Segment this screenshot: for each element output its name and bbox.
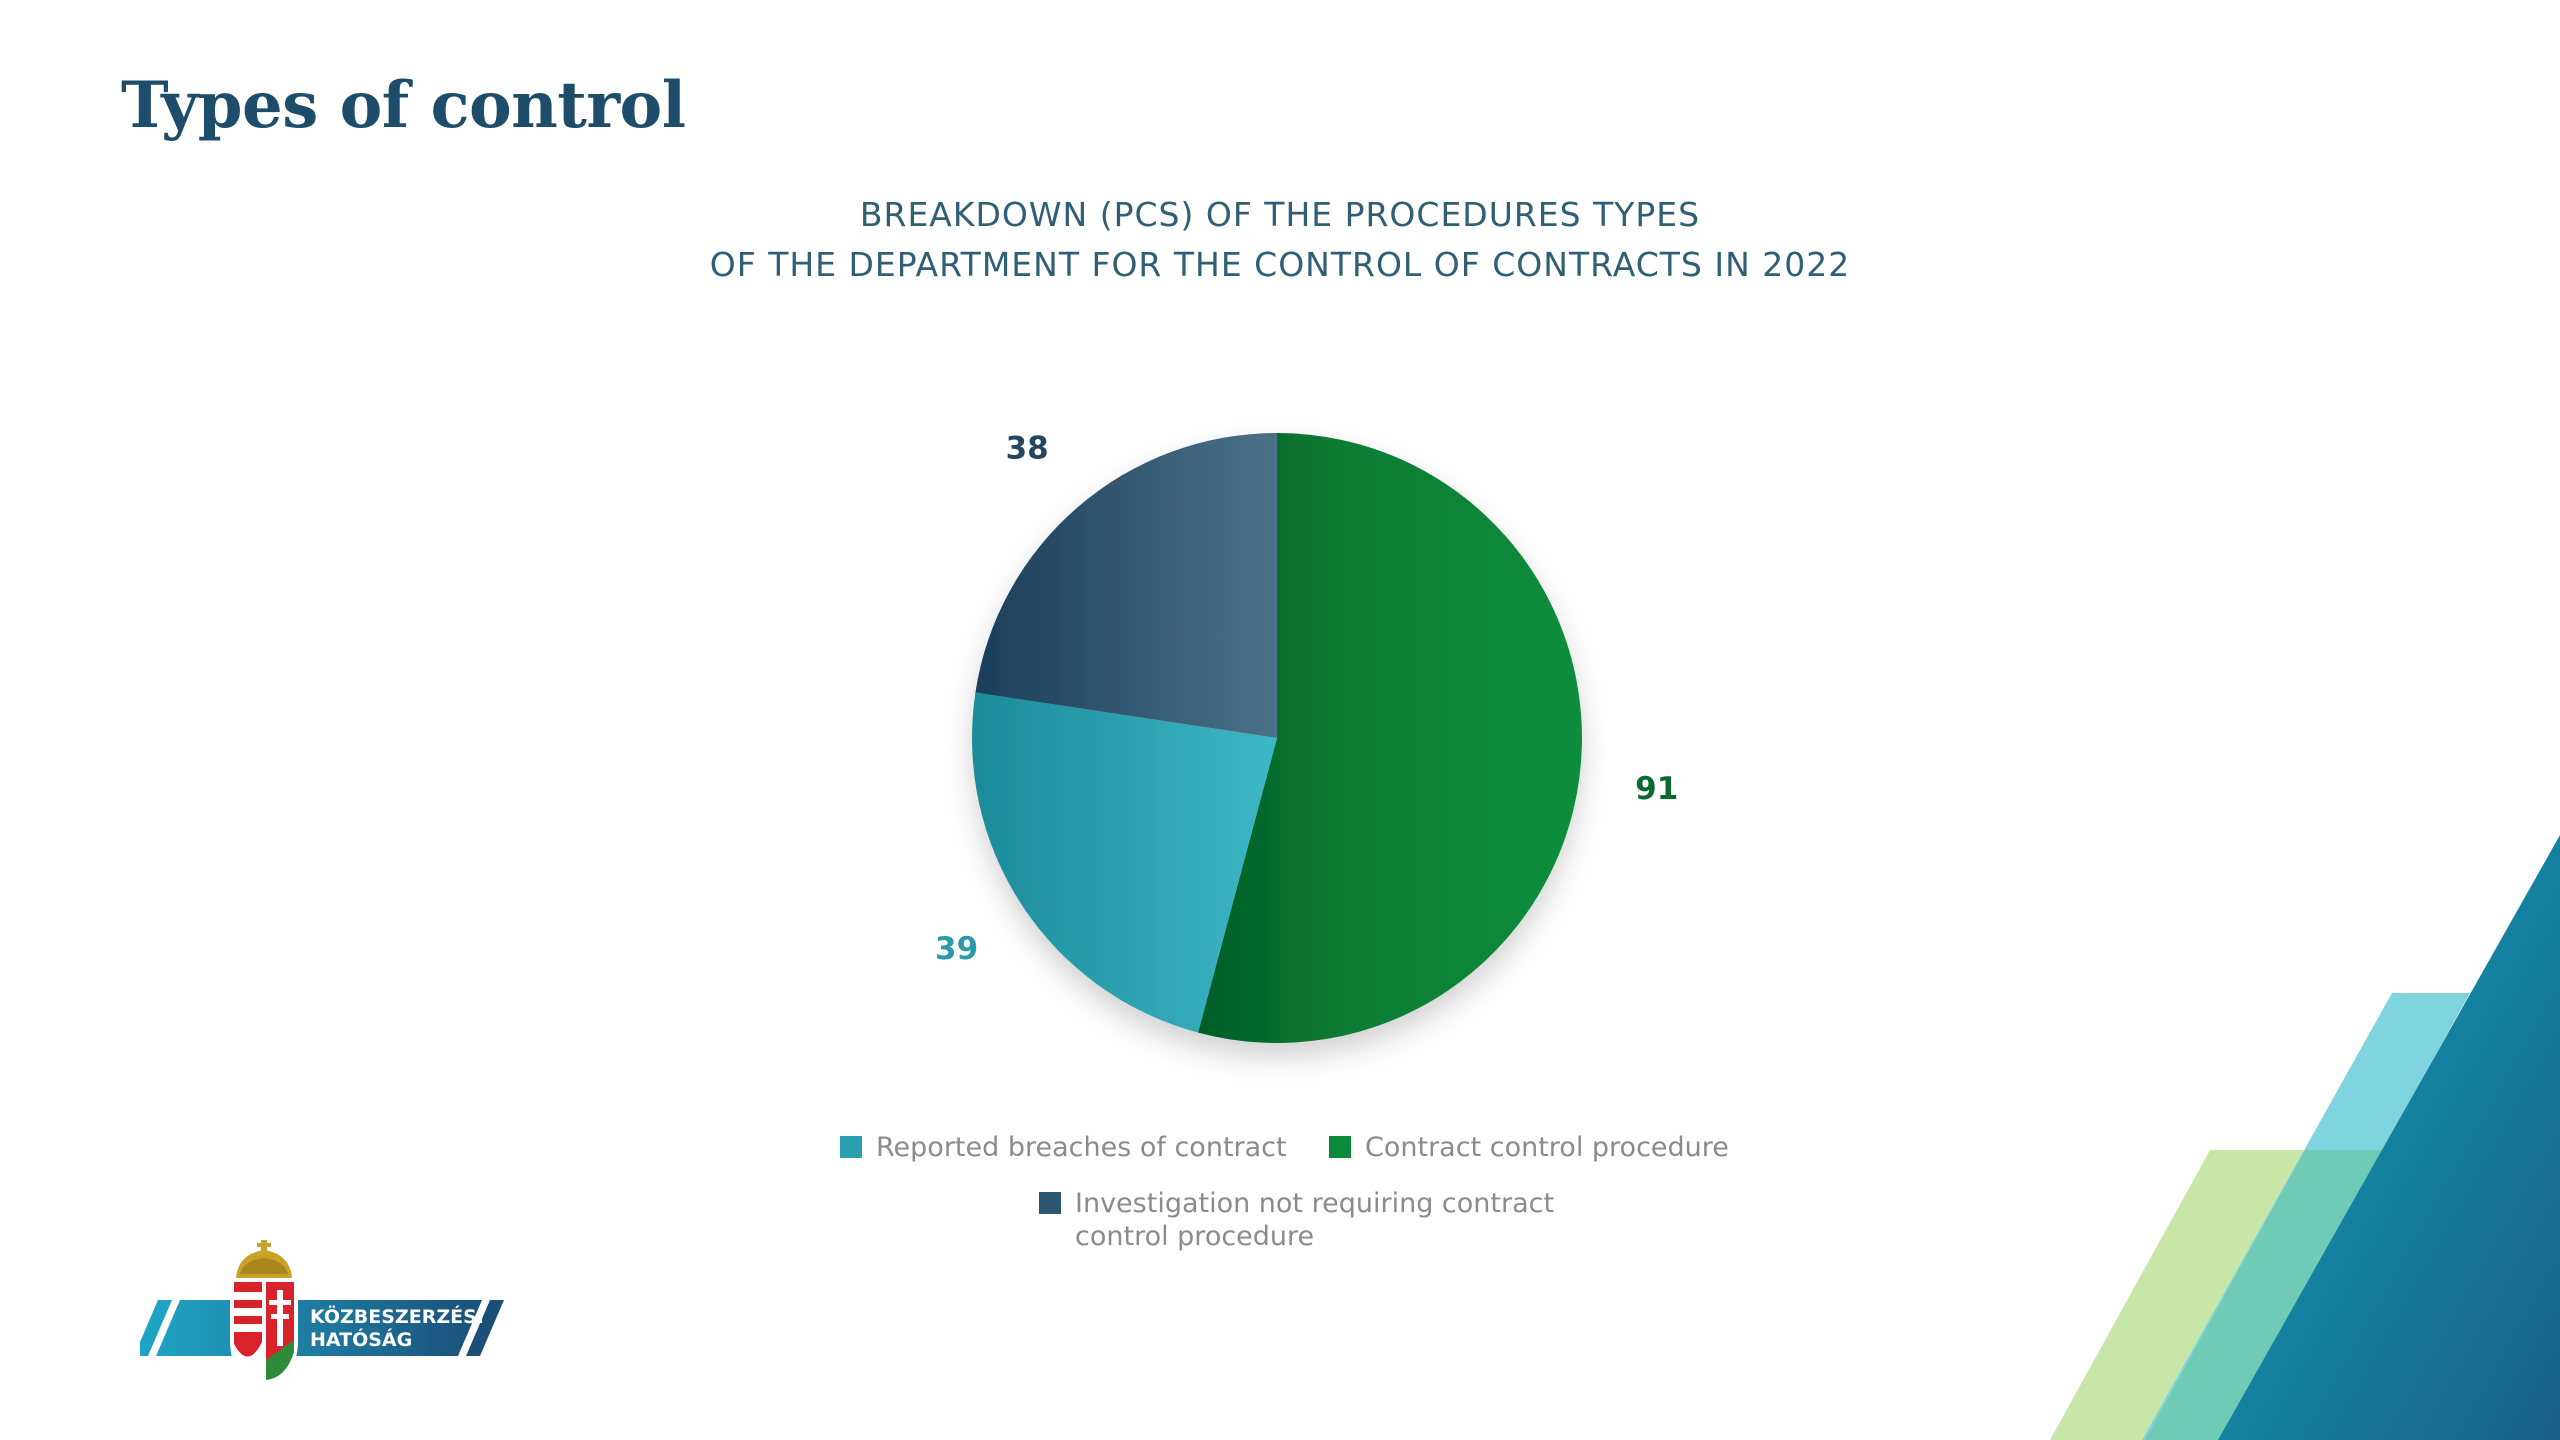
coat-of-arms-icon: [230, 1240, 298, 1390]
chart-title-line-1: BREAKDOWN (PCS) OF THE PROCEDURES TYPES: [859, 195, 1701, 234]
logo-text-line-2: HATÓSÁG: [310, 1327, 412, 1351]
chart-title-line-2: OF THE DEPARTMENT FOR THE CONTROL OF CON…: [709, 245, 1851, 284]
kozbeszerzesi-hatosag-logo: KÖZBESZERZÉSI HATÓSÁG: [140, 1240, 504, 1390]
logo-left-slash: [140, 1300, 172, 1356]
pie-label-contract-control: 91: [1635, 771, 1678, 807]
logo-right-slash: [466, 1300, 504, 1356]
pie-slice-reported-breaches: [972, 692, 1277, 1033]
slide-title: Types of control: [121, 68, 686, 143]
pie-label-reported-breaches: 39: [935, 931, 978, 967]
pie-slice-contract-control: [1198, 433, 1582, 1043]
deco-teal-triangle: [2218, 835, 2560, 1440]
pie-label-investigation: 38: [1006, 431, 1049, 467]
pie-labels: 91 39 38: [935, 431, 1678, 967]
pie-slice-investigation: [975, 433, 1277, 738]
pie-slices: [972, 433, 1582, 1043]
logo-text-line-1: KÖZBESZERZÉSI: [310, 1304, 484, 1328]
chart-title: BREAKDOWN (PCS) OF THE PROCEDURES TYPES …: [0, 190, 2560, 290]
